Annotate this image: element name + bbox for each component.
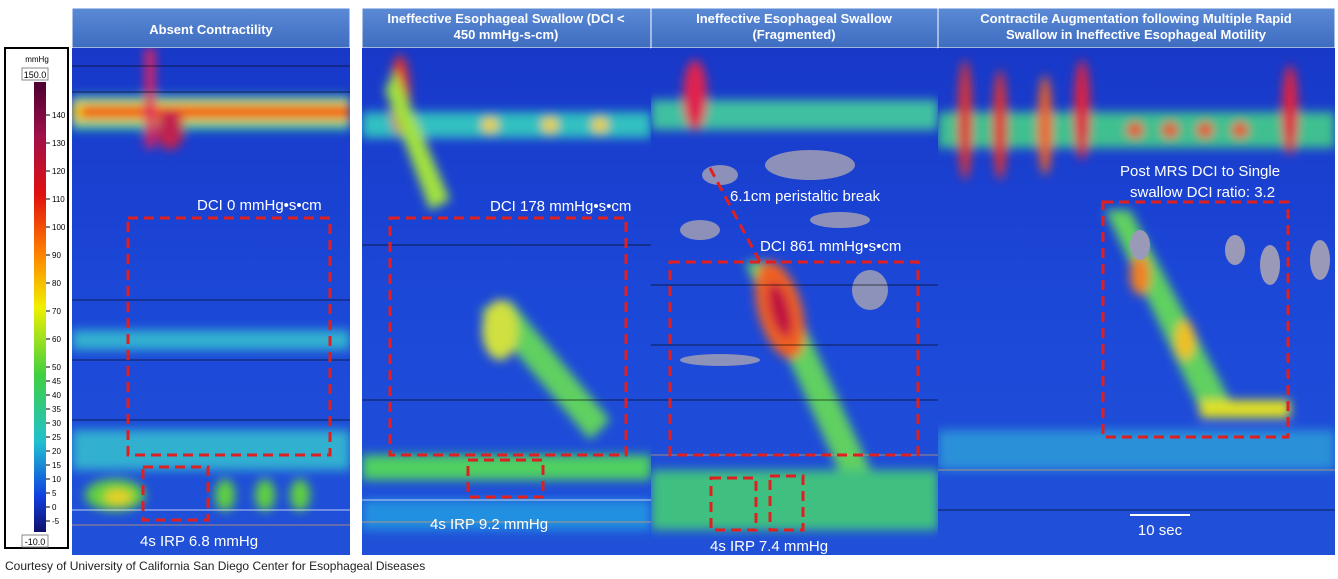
- annotation: Post MRS DCI to Single: [1120, 163, 1280, 180]
- colorbar-tick-label: 20: [52, 447, 61, 456]
- colorbar-tick-label: 30: [52, 419, 61, 428]
- colorbar-tick-label: 5: [52, 489, 57, 498]
- colorbar-tick-label: 110: [52, 195, 65, 204]
- colorbar-tick-label: 45: [52, 377, 61, 386]
- heatmap: DCI 178 mmHg•s•cm 4s IRP 9.2 mmHg: [362, 48, 651, 555]
- annotation: DCI 178 mmHg•s•cm: [490, 198, 631, 215]
- annotation: DCI 0 mmHg•s•cm: [197, 197, 322, 214]
- heatmap: DCI 0 mmHg•s•cm 4s IRP 6.8 mmHg: [72, 48, 350, 555]
- colorbar-tick-label: 70: [52, 307, 61, 316]
- colorbar-tick-label: 90: [52, 251, 61, 260]
- annotation: 6.1cm peristaltic break: [730, 188, 881, 205]
- panel-title-line: 450 mmHg-s-cm): [454, 27, 559, 42]
- panel-title: Contractile Augmentation following Multi…: [980, 11, 1292, 42]
- annotation: swallow DCI ratio: 3.2: [1130, 184, 1275, 201]
- panel-title: Ineffective Esophageal Swallow (Fragmente…: [696, 11, 893, 42]
- colorbar-tick-label: 25: [52, 433, 61, 442]
- heatmap: Post MRS DCI to Single swallow DCI ratio…: [938, 48, 1335, 555]
- colorbar-tick-label: 80: [52, 279, 61, 288]
- colorbar-tick-label: 0: [52, 503, 57, 512]
- colorbar-tick-label: 40: [52, 391, 61, 400]
- panel-title: Ineffective Esophageal Swallow (DCI <450…: [387, 11, 625, 42]
- colorbar-gradient: [34, 82, 46, 532]
- colorbar-tick-label: 35: [52, 405, 61, 414]
- annotation: 4s IRP 9.2 mmHg: [430, 516, 548, 533]
- colorbar-tick-label: -5: [52, 517, 60, 526]
- colorbar: mmHg 150.0 -10.0 14013012011010090807060…: [4, 47, 69, 549]
- panel-title-line: Swallow in Ineffective Esophageal Motili…: [1006, 27, 1267, 42]
- colorbar-tick-label: 60: [52, 335, 61, 344]
- colorbar-tick-label: 130: [52, 139, 66, 148]
- colorbar-tick-label: 15: [52, 461, 61, 470]
- annotation: 4s IRP 7.4 mmHg: [710, 538, 828, 555]
- colorbar-tick-label: 140: [52, 111, 66, 120]
- colorbar-tick-label: 10: [52, 475, 61, 484]
- heatmap: 6.1cm peristaltic break DCI 861 mmHg•s•c…: [651, 48, 938, 555]
- annotation: 4s IRP 6.8 mmHg: [140, 533, 258, 550]
- panel-title-line: (Fragmented): [752, 27, 835, 42]
- colorbar-max: 150.0: [24, 70, 47, 80]
- panel-title: Absent Contractility: [149, 22, 273, 37]
- colorbar-min: -10.0: [25, 537, 46, 547]
- colorbar-tick-label: 100: [52, 223, 66, 232]
- scale-label: 10 sec: [1138, 522, 1183, 539]
- footer: Courtesy of University of California San…: [5, 559, 425, 573]
- colorbar-unit: mmHg: [25, 55, 49, 64]
- colorbar-tick-label: 50: [52, 363, 61, 372]
- colorbar-tick-label: 120: [52, 167, 66, 176]
- annotation: DCI 861 mmHg•s•cm: [760, 238, 901, 255]
